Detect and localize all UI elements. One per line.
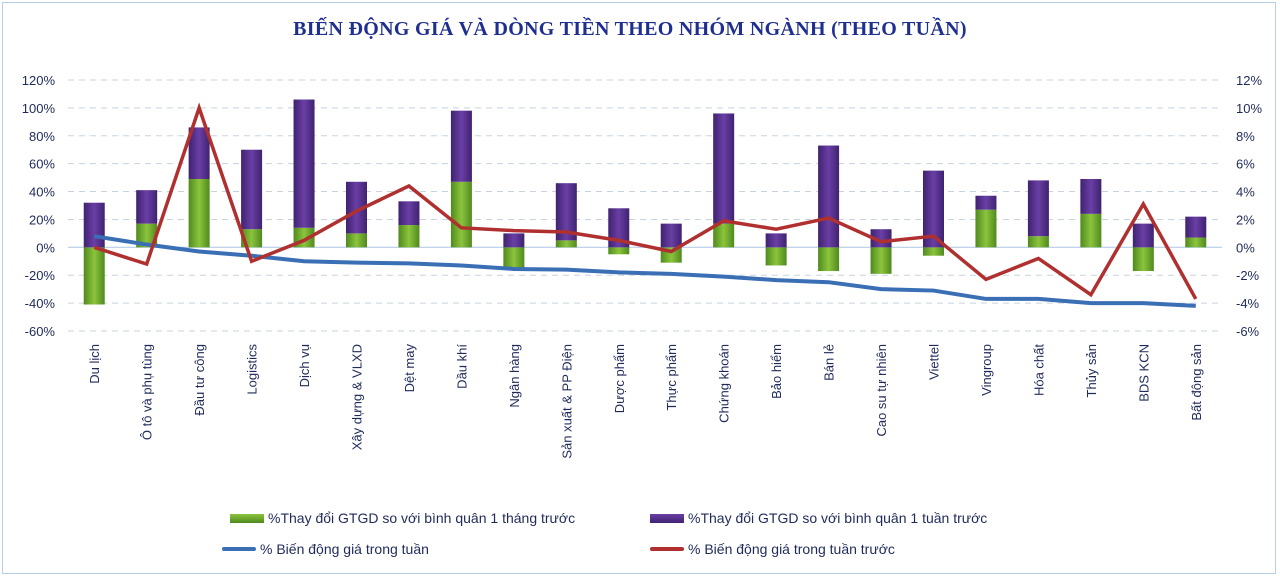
left-tick-label: -60%: [25, 324, 56, 339]
legend-item-week: %Thay đổi GTGD so với bình quân 1 tuần t…: [650, 510, 987, 526]
bar-week-change: [136, 190, 158, 224]
legend-line-red: [650, 547, 684, 551]
category-label: Dược phẩm: [612, 344, 627, 413]
bar-week-change: [660, 223, 682, 248]
bar-month-change: [713, 223, 735, 248]
category-label: Đầu tư công: [192, 344, 207, 416]
left-tick-label: -20%: [25, 268, 56, 283]
category-label: Ngân hàng: [507, 344, 522, 408]
bar-month-change: [398, 225, 420, 248]
category-label: Du lịch: [87, 344, 102, 384]
left-tick-label: 120%: [22, 73, 56, 88]
right-tick-label: 10%: [1236, 101, 1262, 116]
bar-month-change: [818, 247, 840, 272]
bar-week-change: [818, 145, 840, 248]
category-label: Thủy sản: [1084, 344, 1099, 397]
category-label: Bất động sản: [1189, 344, 1204, 421]
chart-title: BIẾN ĐỘNG GIÁ VÀ DÒNG TIỀN THEO NHÓM NGÀ…: [293, 18, 967, 40]
bar-week-change: [241, 149, 263, 230]
right-tick-label: 0%: [1236, 240, 1255, 255]
legend-item-price-prev-week: % Biến động giá trong tuần trước: [650, 541, 895, 557]
category-label: Xây dựng & VLXD: [350, 344, 365, 450]
left-tick-label: 80%: [29, 129, 55, 144]
bar-week-change: [1132, 223, 1154, 248]
category-label: Ô tô và phụ tùng: [140, 344, 155, 440]
bar-month-change: [608, 247, 630, 255]
left-tick-label: -40%: [25, 296, 56, 311]
category-label: Bảo hiểm: [769, 344, 784, 399]
right-tick-label: 2%: [1236, 212, 1255, 227]
bar-week-change: [1080, 179, 1102, 214]
line-price-week: [93, 234, 1196, 308]
category-label: Dệt may: [402, 344, 417, 393]
left-tick-label: 100%: [22, 101, 56, 116]
bar-week-change: [975, 195, 997, 210]
category-label: Bán lẻ: [822, 344, 837, 381]
bar-month-change: [1132, 247, 1154, 272]
legend-item-price-week: % Biến động giá trong tuần: [222, 541, 429, 557]
bar-week-change: [608, 208, 630, 248]
bar-month-change: [188, 179, 210, 248]
bar-month-change: [870, 247, 892, 274]
bar-week-change: [346, 181, 367, 234]
bar-month-change: [975, 209, 997, 248]
bar-week-change: [293, 99, 315, 228]
category-label: Dầu khí: [454, 344, 469, 389]
category-label: Cao su tự nhiên: [874, 344, 889, 437]
right-tick-label: -2%: [1236, 268, 1260, 283]
right-tick-label: 12%: [1236, 73, 1262, 88]
right-tick-label: 4%: [1236, 185, 1255, 200]
bar-month-change: [503, 247, 525, 270]
left-tick-label: 0%: [36, 240, 55, 255]
bar-week-change: [188, 127, 210, 180]
bar-month-change: [83, 247, 105, 305]
left-tick-label: 20%: [29, 212, 55, 227]
bar-week-change: [1185, 216, 1207, 238]
bar-month-change: [923, 247, 944, 256]
category-label: Logistics: [245, 344, 260, 395]
bar-week-change: [450, 110, 472, 182]
left-tick-label: 60%: [29, 157, 55, 172]
line-price-prev-week: [93, 102, 1198, 300]
bar-week-change: [1027, 180, 1049, 237]
bar-week-change: [555, 183, 577, 241]
category-label: Hóa chất: [1031, 344, 1046, 396]
category-label: Thực phẩm: [664, 344, 679, 411]
legend-label: % Biến động giá trong tuần trước: [688, 541, 895, 557]
legend-swatch-purple: [650, 513, 684, 523]
bar-week-change: [503, 233, 525, 248]
right-tick-label: 6%: [1236, 157, 1255, 172]
bar-month-change: [346, 233, 367, 248]
bar-week-change: [83, 202, 105, 248]
bar-week-change: [398, 201, 420, 226]
legend-label: % Biến động giá trong tuần: [260, 541, 429, 557]
bar-week-change: [923, 170, 944, 248]
category-label: Sản xuất & PP Điện: [559, 344, 574, 459]
left-tick-label: 40%: [29, 185, 55, 200]
bar-month-change: [1080, 213, 1102, 248]
bar-week-change: [765, 233, 787, 248]
right-tick-label: -4%: [1236, 296, 1260, 311]
legend-item-month: %Thay đổi GTGD so với bình quân 1 tháng …: [230, 510, 575, 526]
category-label: BDS KCN: [1136, 344, 1151, 402]
bar-month-change: [450, 181, 472, 248]
right-tick-label: 8%: [1236, 129, 1255, 144]
category-label: Dịch vụ: [297, 344, 312, 387]
bar-month-change: [1027, 236, 1049, 248]
bar-week-change: [713, 113, 735, 224]
category-label: Vingroup: [979, 344, 994, 396]
legend-label: %Thay đổi GTGD so với bình quân 1 tuần t…: [688, 510, 988, 526]
category-label: Viettel: [927, 344, 942, 380]
legend-label: %Thay đổi GTGD so với bình quân 1 tháng …: [268, 510, 576, 526]
legend-swatch-green: [230, 513, 264, 523]
bar-month-change: [136, 223, 158, 248]
bar-month-change: [765, 247, 787, 266]
category-label: Chứng khoán: [717, 344, 732, 423]
right-tick-label: -6%: [1236, 324, 1260, 339]
legend-line-blue: [222, 547, 256, 551]
bar-month-change: [1185, 237, 1207, 248]
bar-month-change: [555, 240, 577, 248]
